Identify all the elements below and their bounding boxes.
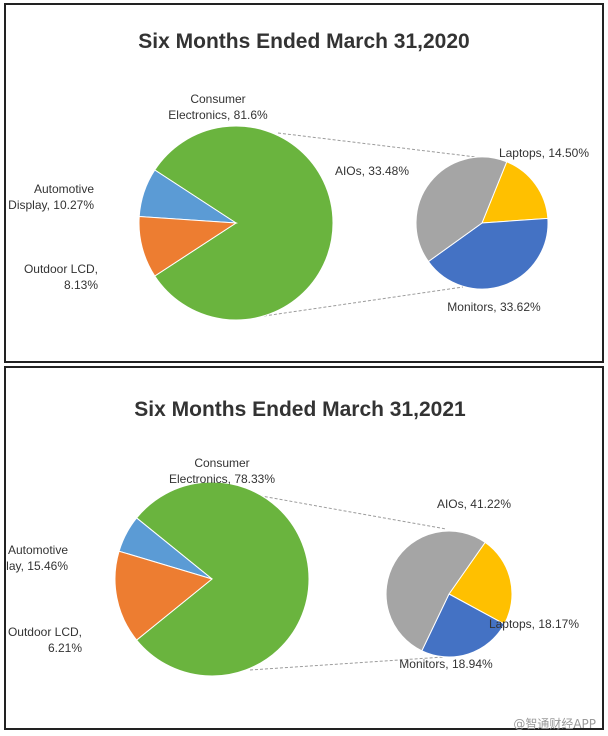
chart-panel-2020: Six Months Ended March 31,2020 Consumer E… (4, 3, 604, 363)
main-pie-data-label: Consumer Electronics, 78.33% (169, 456, 275, 486)
sub-pie-data-label: Laptops, 18.17% (489, 617, 579, 631)
sub-pie-slice (427, 217, 549, 290)
connector-line (249, 656, 445, 671)
sub-pie-data-label: Laptops, 14.50% (499, 146, 589, 160)
sub-pie-data-label: Monitors, 18.94% (399, 657, 493, 671)
chart-title: Six Months Ended March 31,2021 (134, 398, 466, 421)
sub-pie-data-label: AIOs, 41.22% (437, 497, 511, 511)
main-pie-data-label: Consumer Electronics, 81.6% (168, 92, 268, 122)
sub-pie-slice (421, 593, 506, 658)
sub-pie-slice (448, 541, 513, 625)
main-pie-data-label: Automotive Display, 10.27% (8, 182, 94, 212)
pie-of-pie-chart-2020: Six Months Ended March 31,2020 Consumer E… (8, 30, 589, 321)
connector-line (277, 132, 477, 158)
main-pie-slice (138, 215, 238, 277)
connector-line (249, 493, 447, 530)
sub-pie-slice (385, 530, 486, 652)
main-pie-data-label: Outdoor LCD, 6.21% (8, 625, 82, 655)
sub-pie-data-label: AIOs, 33.48% (335, 164, 409, 178)
connector-line (263, 286, 464, 317)
chart-panel-2021: Six Months Ended March 31,2021 Consumer E… (4, 366, 604, 730)
main-pie-slice (135, 481, 310, 677)
sub-pie-data-label: Monitors, 33.62% (447, 300, 541, 314)
pie-of-pie-chart-2021: Six Months Ended March 31,2021 Consumer E… (6, 398, 579, 677)
watermark: @智通财经APP (513, 717, 596, 731)
main-pie-slice (154, 125, 334, 321)
sub-pie-slice (481, 161, 549, 224)
main-pie-slice (114, 550, 214, 641)
main-pie-data-label: Outdoor LCD, 8.13% (24, 262, 98, 292)
chart-title: Six Months Ended March 31,2020 (138, 30, 469, 53)
sub-pie-slice (415, 156, 508, 263)
